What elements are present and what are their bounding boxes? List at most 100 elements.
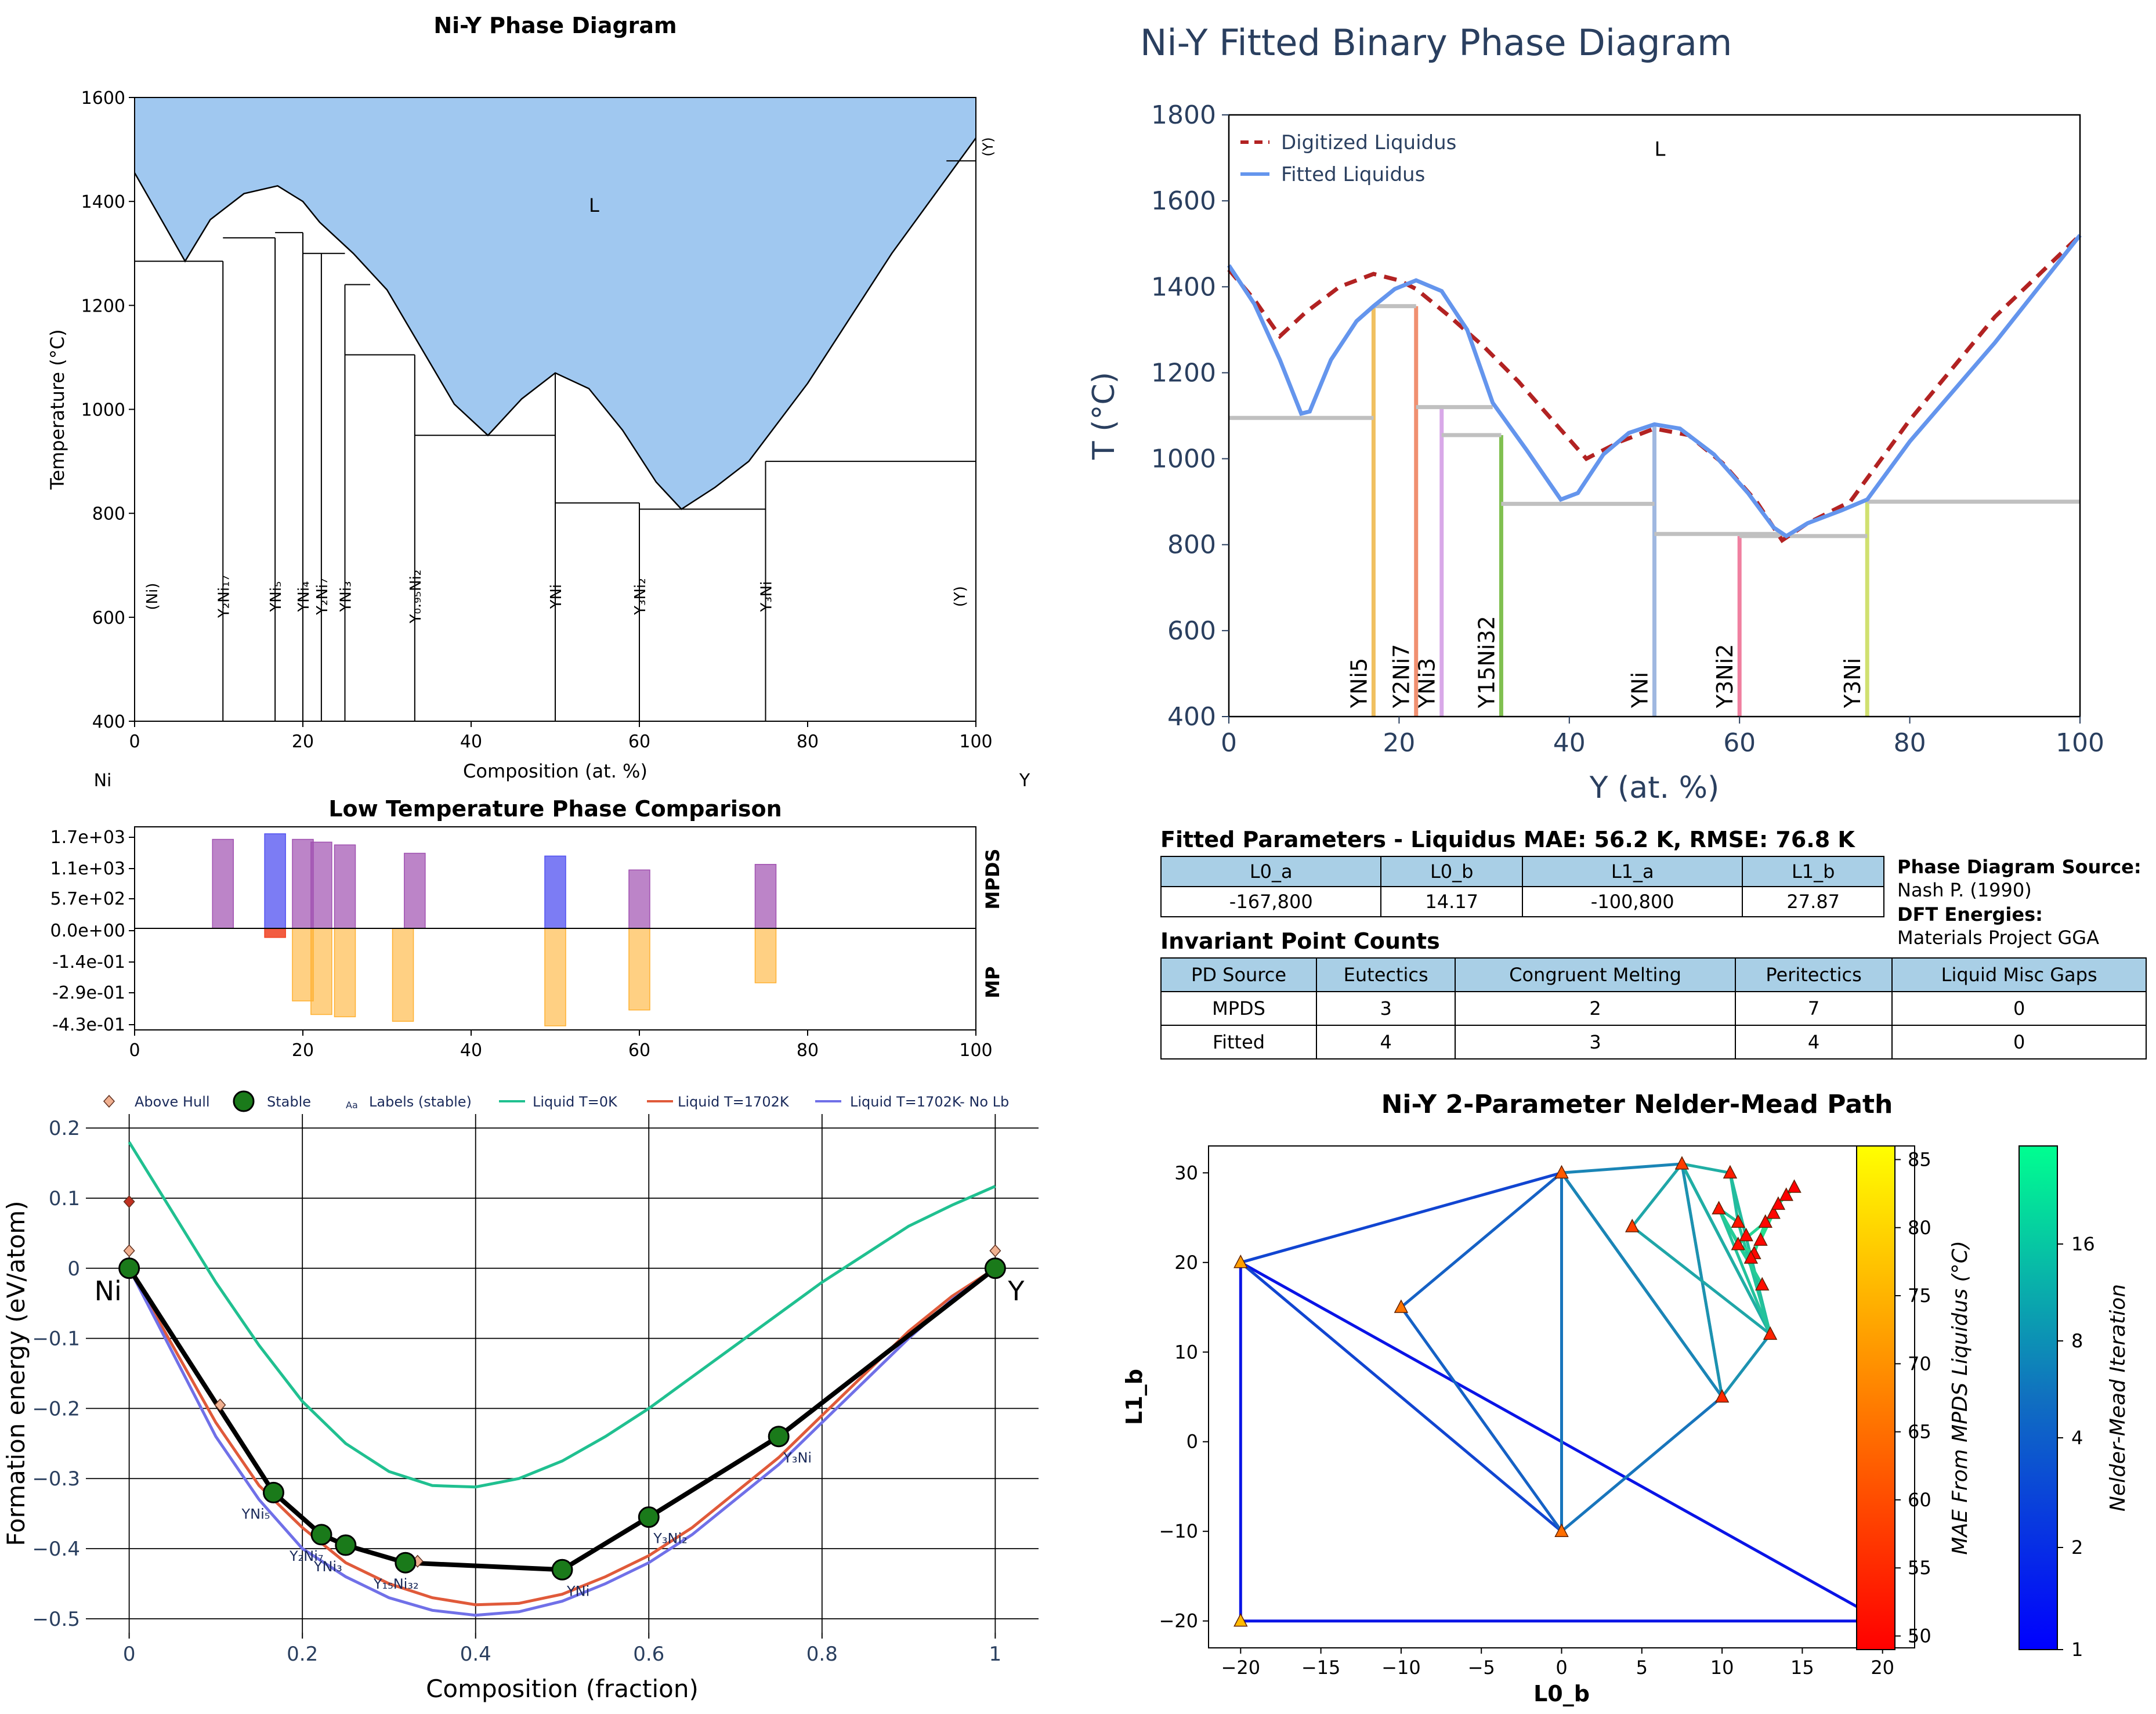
params-value-cell: 14.17	[1380, 886, 1523, 917]
evaluation-marker	[1625, 1218, 1640, 1232]
evaluation-marker	[1771, 1196, 1786, 1210]
y-tick-label: 400	[92, 712, 125, 732]
fitted-diagram-title: Ni-Y Fitted Binary Phase Diagram	[1140, 21, 1732, 64]
phase-label: YNi	[1627, 672, 1653, 708]
stable-label: YNi₅	[241, 1506, 270, 1522]
colorbar-tick-label: 1	[2071, 1639, 2083, 1661]
nelder-mead-title: Ni-Y 2-Parameter Nelder-Mead Path	[1381, 1090, 1893, 1119]
evaluation-marker	[1233, 1613, 1248, 1627]
x-tick-label: 20	[292, 732, 314, 752]
legend-label: Liquid T=1702K	[678, 1094, 790, 1110]
y-axis-label: Formation energy (eV/atom)	[2, 1200, 30, 1546]
x-tick-label: 0	[1555, 1657, 1567, 1679]
phase-diagram-panel: Ni-Y Phase Diagram (Ni) Y₂Ni₁₇ YNi₅ YNi₄ Y₂Ni…	[46, 13, 1030, 791]
stable-marker	[395, 1552, 417, 1574]
x-axis-label: Y (at. %)	[1589, 771, 1720, 805]
y-tick-label: 30	[1174, 1162, 1198, 1184]
phase-label: YNi₃	[338, 581, 355, 613]
y-tick-label: -1.4e-01	[52, 952, 125, 972]
colorbar-tick-label: 80	[1908, 1217, 1931, 1239]
ni-end-label: Ni	[95, 1275, 122, 1307]
legend-label: Fitted Liquidus	[1281, 163, 1425, 186]
legend-labels-icon: Aa	[346, 1100, 358, 1111]
mpds-bar	[292, 838, 314, 929]
phase-label: Y15Ni32	[1474, 616, 1499, 708]
ni-end-label: Ni	[94, 771, 112, 791]
x-tick-label: 80	[1894, 728, 1926, 758]
stable-marker	[984, 1257, 1006, 1279]
x-tick-label: 80	[797, 1040, 819, 1061]
y-tick-label: −10	[1159, 1520, 1198, 1542]
colorbar-tick-label: 70	[1908, 1353, 1931, 1375]
x-tick-label: −15	[1301, 1657, 1341, 1679]
params-value-cell: 27.87	[1742, 886, 1884, 917]
liquid-label: L	[589, 194, 599, 216]
mpds-bar	[628, 869, 650, 929]
invariant-cell: 4	[1734, 1025, 1893, 1060]
liquid-1702k-nolb-curve	[128, 1267, 996, 1617]
y-tick-label: 20	[1174, 1252, 1198, 1274]
evaluation-marker	[1753, 1232, 1768, 1246]
x-tick-label: 40	[1553, 728, 1586, 758]
plot-frame	[1228, 114, 2081, 718]
evaluation-marker	[1758, 1214, 1773, 1228]
x-axis-label: L0_b	[1533, 1681, 1590, 1706]
invariant-header-cell: Peritectics	[1734, 957, 1893, 992]
stable-marker	[638, 1506, 660, 1528]
mp-bar	[310, 928, 332, 1015]
legend-stable-icon	[233, 1090, 255, 1112]
comparison-title: Low Temperature Phase Comparison	[328, 796, 782, 822]
invariant-header-cell: Liquid Misc Gaps	[1891, 957, 2147, 992]
y-tick-label: 1.1e+03	[50, 859, 125, 879]
y-tick-label: -4.3e-01	[52, 1015, 125, 1035]
x-tick-label: 0	[129, 732, 140, 752]
mpds-bar	[754, 863, 777, 929]
stable-label: YNi₃	[313, 1558, 342, 1575]
evaluation-marker	[1755, 1277, 1770, 1291]
mpds-bar	[212, 838, 234, 929]
mp-bar	[264, 928, 286, 938]
y-tick-label: 800	[1167, 530, 1216, 560]
y-tick-label: 600	[1167, 616, 1216, 646]
colorbar-tick-label: 55	[1908, 1557, 1931, 1579]
x-tick-label: 0.4	[460, 1643, 491, 1666]
evaluation-marker	[1763, 1326, 1778, 1340]
y-axis-label: T (°C)	[1087, 372, 1122, 460]
nelder-mead-panel: Ni-Y 2-Parameter Nelder-Mead Path −20 −15 −…	[1122, 1090, 2130, 1706]
x-tick-label: 0	[1221, 728, 1237, 758]
x-tick-label: −10	[1381, 1657, 1421, 1679]
mpds-bar	[264, 833, 286, 929]
evaluation-marker	[1731, 1214, 1745, 1228]
y-phase-label-top: (Y)	[980, 137, 996, 156]
phase-label: (Ni)	[144, 583, 161, 610]
x-tick-label: 100	[959, 732, 992, 752]
x-tick-label: 20	[1383, 728, 1415, 758]
invariant-table-title: Invariant Point Counts	[1160, 928, 1440, 954]
x-tick-label: 0.6	[633, 1643, 664, 1666]
phase-label: Y₀.₉₅Ni₂	[407, 570, 425, 624]
x-tick-label: 100	[2056, 728, 2104, 758]
x-tick-label: 1	[989, 1643, 1002, 1666]
liquidus-line	[133, 138, 977, 511]
y-axis-label: L1_b	[1122, 1369, 1147, 1425]
x-tick-label: 60	[628, 732, 650, 752]
y-axis-label: Temperature (°C)	[46, 329, 68, 490]
y-tick-label: 400	[1167, 702, 1216, 732]
evaluation-marker	[1779, 1187, 1793, 1201]
above-hull-marker	[123, 1195, 135, 1209]
stable-marker	[768, 1426, 790, 1448]
x-tick-label: 40	[460, 1040, 482, 1061]
phase-label: Y3Ni	[1840, 658, 1865, 708]
mae-colorbar-label: MAE From MPDS Liquidus (°C)	[1948, 1241, 1972, 1555]
y-tick-label: 1600	[81, 88, 125, 109]
simplex-edge	[1716, 1205, 1772, 1335]
evaluation-marker	[1394, 1299, 1409, 1313]
y-tick-label: 1400	[81, 192, 125, 212]
invariant-cell: 0	[1891, 1025, 2147, 1060]
y-tick-label: 0	[1186, 1431, 1198, 1453]
x-axis-label: Composition (at. %)	[463, 760, 647, 782]
evaluation-marker	[1787, 1179, 1802, 1193]
y-tick-label: 1000	[1151, 444, 1216, 474]
above-hull-marker	[989, 1244, 1001, 1257]
